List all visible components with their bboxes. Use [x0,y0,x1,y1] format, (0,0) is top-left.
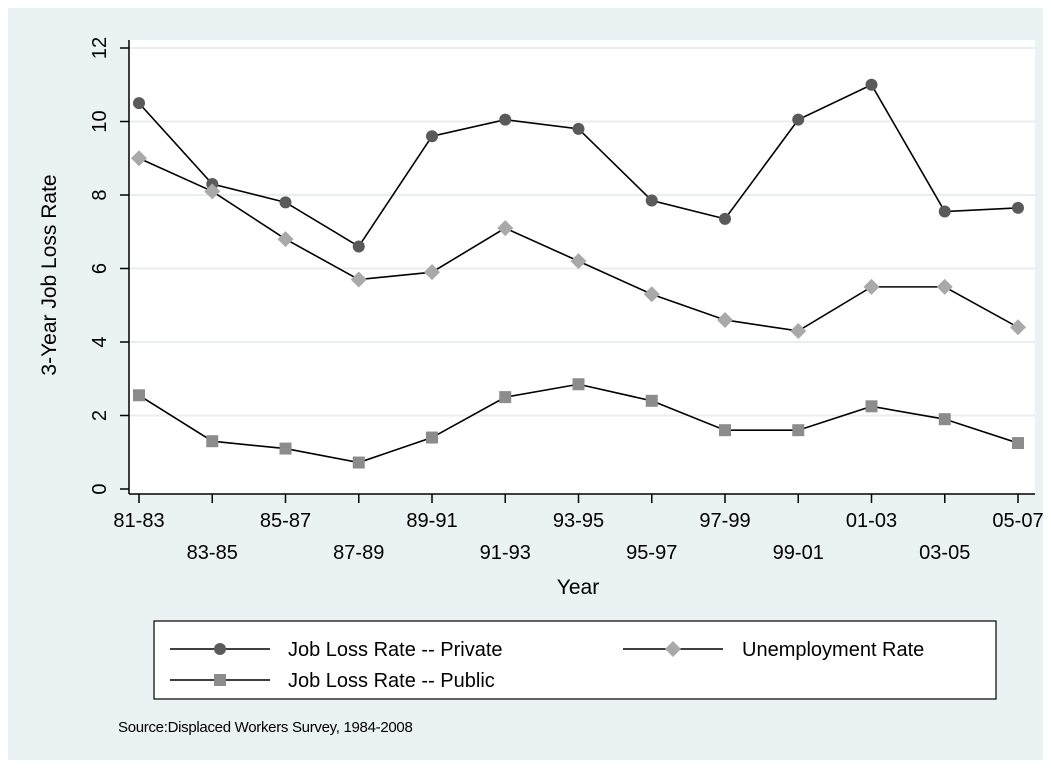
x-tick-label: 01-03 [846,510,897,532]
data-point [1012,437,1024,450]
data-point [865,400,878,413]
legend-box [153,620,997,700]
data-point [426,431,438,444]
data-point [497,220,514,237]
x-tick-label: 03-05 [919,542,970,564]
data-point [792,113,805,126]
legend-marker [214,674,226,686]
y-tick-label: 10 [89,110,111,132]
series-unemployment-rate [131,150,1026,339]
data-point [790,322,807,339]
data-point [279,442,292,455]
y-tick-label: 6 [89,263,111,274]
data-point [865,78,878,91]
x-tick-label: 05-07 [992,510,1043,532]
data-point [717,311,733,328]
data-point [499,113,512,126]
x-tick-label: 83-85 [187,542,238,564]
legend-item-job-loss-rate-private: Job Loss Rate -- Private [170,639,503,661]
legend-item-job-loss-rate-public: Job Loss Rate -- Public [170,670,495,692]
data-point [938,413,951,426]
x-tick-label: 81-83 [113,510,164,532]
data-point [133,97,145,110]
chart-frame: 0 2 4 6 8 10 12 81-83 83-85 85-87 87-89 89-91 91-93… [8,8,1043,760]
plot-area [129,40,1035,494]
axes [128,40,1035,495]
data-point [570,253,587,270]
series-job-loss-rate-public [133,378,1024,469]
series-layer [131,78,1026,469]
data-point [792,424,805,437]
y-tick-label: 8 [89,189,111,200]
data-point [936,278,953,295]
x-tick-label: 97-99 [699,510,750,532]
y-tick-label: 0 [89,483,111,494]
x-tick-label: 99-01 [773,542,824,564]
data-point [424,264,440,281]
data-point [1012,201,1024,214]
legend-label: Unemployment Rate [742,639,924,661]
legend-item-unemployment-rate: Unemployment Rate [623,639,924,661]
x-tick-label: 87-89 [333,542,384,564]
data-point [206,435,219,448]
source-note: Source:Displaced Workers Survey, 1984-20… [118,719,413,736]
data-point [352,456,365,469]
data-point [352,240,365,253]
legend-label: Job Loss Rate -- Private [288,639,503,661]
x-tick-label: 93-95 [553,510,604,532]
data-point [572,122,585,135]
legend-marker [665,641,681,657]
data-point [277,231,294,248]
x-tick-label: 95-97 [626,542,677,564]
data-point [643,286,660,303]
data-point [499,391,512,404]
data-point [719,424,731,437]
data-point [645,394,658,407]
data-point [350,271,367,288]
y-tick-label: 4 [89,336,111,347]
x-axis-title: Year [557,576,599,599]
legend: Job Loss Rate -- Private Unemployment Rat… [153,620,997,700]
x-axis-ticks: 81-83 83-85 85-87 87-89 89-91 91-93 93-95 95-97… [113,494,1043,564]
y-tick-label: 2 [89,410,111,421]
x-tick-label: 89-91 [406,510,457,532]
data-point [426,130,438,143]
data-point [645,194,658,207]
data-point [131,150,147,167]
data-point [572,378,585,391]
y-tick-label: 12 [89,37,111,59]
y-axis-title: 3-Year Job Loss Rate [38,174,61,375]
grid-lines [130,47,1035,417]
data-point [133,389,145,402]
x-tick-label: 85-87 [260,510,311,532]
data-point [204,183,221,200]
line-chart: 0 2 4 6 8 10 12 81-83 83-85 85-87 87-89 89-91 91-93… [38,37,1043,736]
data-point [938,205,951,218]
series-job-loss-rate-private [133,78,1024,253]
legend-marker [214,643,226,655]
data-point [279,196,292,209]
data-point [719,212,731,225]
data-point [863,278,880,295]
y-axis-ticks: 0 2 4 6 8 10 12 [89,37,129,495]
data-point [1010,319,1026,336]
legend-label: Job Loss Rate -- Public [288,670,495,692]
x-tick-label: 91-93 [480,542,531,564]
